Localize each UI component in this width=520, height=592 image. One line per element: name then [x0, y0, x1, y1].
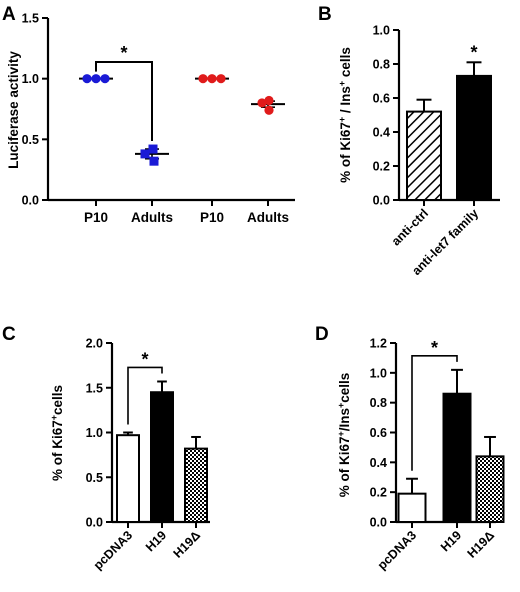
- panel-d-bar: [475, 455, 505, 523]
- panel-b-ytick-label: 0.6: [373, 92, 390, 106]
- panel-a-point: [140, 149, 150, 159]
- panel-a-point: [100, 74, 110, 84]
- panel-d-ytick-label: 1.2: [370, 337, 387, 351]
- panel-d-xtick-label: H19Δ: [465, 528, 497, 560]
- panel-c-xtick-label: H19Δ: [171, 528, 203, 560]
- panel-a-sig-bracket: [95, 61, 153, 142]
- panel-c-bar: [116, 434, 140, 523]
- panel-b-ytick-label: 0.8: [373, 58, 390, 72]
- panel-c-bar: [150, 391, 174, 523]
- panel-a-ytick-label: 0.0: [22, 194, 39, 208]
- panel-d-ytick-label: 1.0: [370, 366, 387, 380]
- panel-c-ytick-label: 1.5: [86, 381, 103, 395]
- panel-a-point: [264, 105, 274, 115]
- panel-b-bar: [406, 110, 442, 201]
- panel-d-xtick-label: pcDNA3: [375, 528, 419, 572]
- panel-c-xtick-label: pcDNA3: [91, 528, 135, 572]
- panel-a-ytick-label: 1.5: [22, 12, 39, 26]
- panel-d-ytick-label: 0.6: [370, 426, 387, 440]
- panel-b-bar: [456, 74, 492, 201]
- panel-d-ylabel: % of Ki67+/Ins+cells: [336, 373, 352, 498]
- panel-b-sig-star: *: [470, 42, 477, 62]
- panel-c-sig-star: *: [141, 349, 148, 369]
- panel-c-bar: [184, 447, 208, 523]
- panel-c-ylabel: % of Ki67+cells: [49, 385, 65, 481]
- panel-d-bar: [442, 392, 472, 524]
- panel-a-xtick-label: Adults: [131, 210, 173, 225]
- panel-d-bar: [397, 492, 427, 523]
- panel-d-ytick-label: 0.8: [370, 396, 387, 410]
- panel-letter-c: C: [2, 324, 16, 345]
- panel-a-point: [91, 74, 101, 84]
- panel-a-point: [82, 74, 92, 84]
- panel-d-plot: 0.0 0.2 0.4 0.6 0.8 1.0 1.2 pcDNA3 H19 H19Δ *: [370, 337, 505, 573]
- panel-a-xtick-label: Adults: [247, 210, 289, 225]
- panel-a-xtick-label: P10: [84, 210, 108, 225]
- panel-a-ytick-label: 0.5: [22, 133, 39, 147]
- panel-a-point: [216, 74, 226, 84]
- panel-c-ytick-label: 0.5: [86, 471, 103, 485]
- panel-b-xtick-label: anti-ctrl: [389, 206, 431, 248]
- panel-b-ytick-label: 0.2: [373, 160, 390, 174]
- panel-d-ytick-label: 0.0: [370, 516, 387, 530]
- panel-d-xtick-label: H19: [438, 528, 464, 554]
- panel-a-point: [148, 144, 158, 154]
- panel-a-point: [264, 95, 274, 106]
- panel-c-plot: 0.0 0.5 1.0 1.5 2.0 pcDNA3 H19 H19Δ *: [86, 337, 210, 573]
- panel-a-point: [207, 74, 217, 84]
- panel-c-ytick-label: 1.0: [86, 426, 103, 440]
- panel-a-xtick-label: P10: [200, 210, 224, 225]
- panel-c-ytick-label: 2.0: [86, 337, 103, 351]
- panel-d-sig-bracket: [411, 355, 458, 471]
- panel-d-ytick-label: 0.2: [370, 486, 387, 500]
- panel-b-ytick-label: 1.0: [373, 24, 390, 38]
- panel-c-sig-bracket: [127, 366, 163, 425]
- panel-a-ylabel: Luciferase activity: [6, 51, 21, 169]
- panel-letter-b: B: [318, 4, 332, 25]
- panel-b-ylabel: % of Ki67+ / Ins+ cells: [337, 47, 353, 183]
- panel-a-point: [149, 156, 159, 166]
- panel-a-sig-star: *: [120, 43, 127, 63]
- panel-b-ytick-label: 0.0: [373, 194, 390, 208]
- panel-letter-d: D: [315, 324, 329, 345]
- panel-d-ytick-label: 0.4: [370, 456, 387, 470]
- panel-a-plot: 0.0 0.5 1.0 1.5 P10 Adults P10 Adults *: [22, 12, 295, 225]
- panel-a-point: [257, 98, 267, 108]
- panel-a-point: [198, 74, 208, 84]
- panel-c-xtick-label: H19: [143, 528, 169, 554]
- panel-d-sig-star: *: [431, 338, 438, 358]
- panel-a-ytick-label: 1.0: [22, 72, 39, 86]
- panel-c-ytick-label: 0.0: [86, 516, 103, 530]
- panel-letter-a: A: [2, 4, 16, 25]
- panel-b-ytick-label: 0.4: [373, 126, 390, 140]
